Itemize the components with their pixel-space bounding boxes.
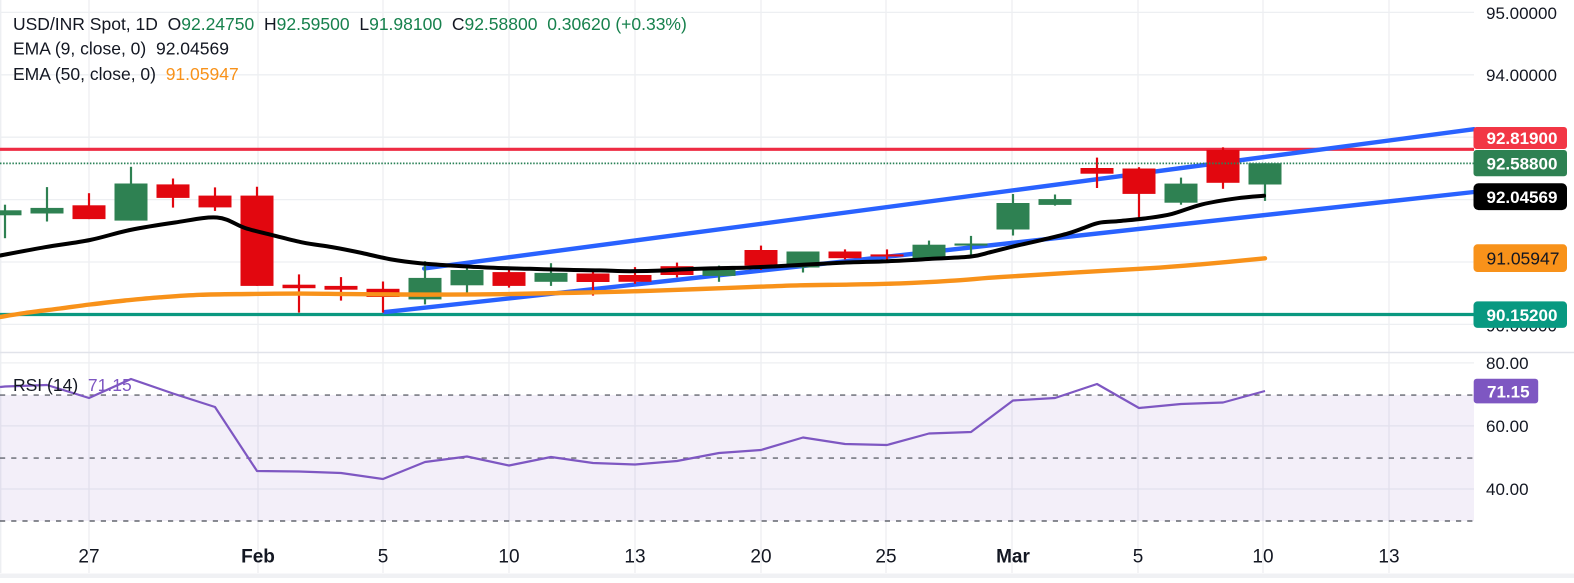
svg-text:80.00: 80.00 bbox=[1486, 354, 1529, 373]
svg-text:Mar: Mar bbox=[996, 547, 1030, 568]
svg-text:13: 13 bbox=[1378, 547, 1399, 568]
svg-text:EMA (9, close, 0) 92.04569: EMA (9, close, 0) 92.04569 bbox=[13, 39, 229, 59]
svg-text:92.04569: 92.04569 bbox=[1487, 188, 1558, 207]
svg-text:EMA (50, close, 0) 91.05947: EMA (50, close, 0) 91.05947 bbox=[13, 64, 239, 84]
svg-text:92.58800: 92.58800 bbox=[1487, 154, 1558, 173]
svg-text:25: 25 bbox=[875, 547, 896, 568]
svg-text:95.00000: 95.00000 bbox=[1486, 4, 1557, 23]
svg-text:20: 20 bbox=[750, 547, 771, 568]
svg-text:5: 5 bbox=[378, 547, 389, 568]
svg-text:92.81900: 92.81900 bbox=[1487, 129, 1558, 148]
svg-text:10: 10 bbox=[1252, 547, 1273, 568]
svg-text:RSI (14) 71.15: RSI (14) 71.15 bbox=[13, 375, 132, 395]
svg-text:Feb: Feb bbox=[241, 547, 275, 568]
svg-text:90.15200: 90.15200 bbox=[1487, 306, 1558, 325]
svg-text:60.00: 60.00 bbox=[1486, 417, 1529, 436]
svg-text:27: 27 bbox=[78, 547, 99, 568]
svg-text:13: 13 bbox=[624, 547, 645, 568]
svg-text:5: 5 bbox=[1133, 547, 1144, 568]
svg-text:71.15: 71.15 bbox=[1487, 382, 1530, 401]
svg-text:94.00000: 94.00000 bbox=[1486, 66, 1557, 85]
svg-text:USD/INR Spot, 1D O92.24750 H: USD/INR Spot, 1D O92.24750 H92.59500 L91… bbox=[13, 14, 687, 34]
svg-text:10: 10 bbox=[498, 547, 519, 568]
svg-text:40.00: 40.00 bbox=[1486, 480, 1529, 499]
svg-text:91.05947: 91.05947 bbox=[1487, 248, 1560, 268]
